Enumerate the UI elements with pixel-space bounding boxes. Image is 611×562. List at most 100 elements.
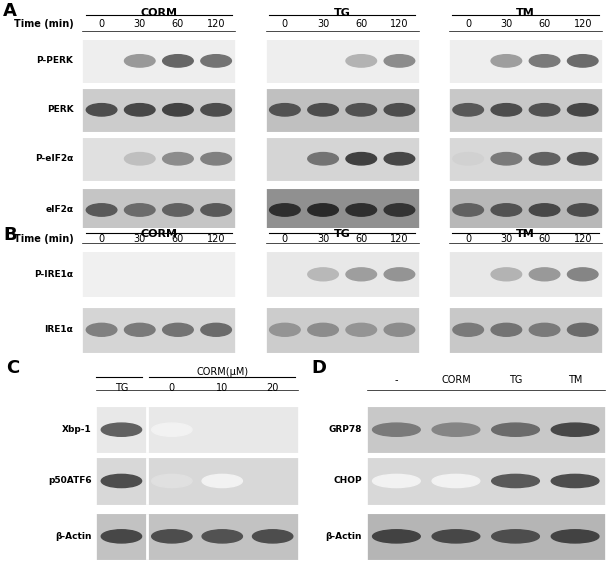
Ellipse shape [86,323,117,336]
Bar [367,457,605,505]
Text: 0: 0 [282,19,288,29]
Text: 60: 60 [538,234,551,244]
Text: CORM(μM): CORM(μM) [196,367,248,377]
Ellipse shape [453,323,483,336]
Text: β-Actin: β-Actin [55,532,92,541]
Ellipse shape [346,323,376,336]
Ellipse shape [551,423,599,436]
Text: TG: TG [334,229,351,239]
Bar [367,513,605,560]
Ellipse shape [86,204,117,216]
Ellipse shape [568,323,598,336]
Bar [82,88,235,132]
Text: 0: 0 [98,19,104,29]
Ellipse shape [201,103,232,116]
Text: A: A [3,2,17,20]
Ellipse shape [529,323,560,336]
Ellipse shape [453,204,483,216]
Ellipse shape [384,204,415,216]
Ellipse shape [202,474,243,488]
Bar [266,251,419,297]
Ellipse shape [269,204,300,216]
Text: 30: 30 [500,19,513,29]
Text: 20: 20 [266,383,279,392]
Ellipse shape [384,323,415,336]
Bar [82,137,235,181]
Text: 0: 0 [169,383,175,392]
Bar [449,188,602,232]
Ellipse shape [551,530,599,543]
Ellipse shape [529,204,560,216]
Bar [449,39,602,83]
Ellipse shape [384,152,415,165]
Ellipse shape [529,55,560,67]
Ellipse shape [384,268,415,281]
Text: Time (min): Time (min) [13,19,73,29]
Ellipse shape [163,323,193,336]
Text: TG: TG [509,375,522,386]
Ellipse shape [125,204,155,216]
Bar [82,39,235,83]
Ellipse shape [163,55,193,67]
Ellipse shape [125,103,155,116]
Text: 30: 30 [317,19,329,29]
Text: 120: 120 [207,234,225,244]
Ellipse shape [432,474,480,488]
Text: 60: 60 [355,19,367,29]
Ellipse shape [453,152,483,165]
Ellipse shape [163,152,193,165]
Text: D: D [312,359,327,377]
Text: 30: 30 [317,234,329,244]
Text: 120: 120 [574,234,592,244]
Text: 120: 120 [207,19,225,29]
Ellipse shape [491,323,522,336]
Bar [367,406,605,454]
Ellipse shape [308,103,338,116]
Ellipse shape [163,103,193,116]
Ellipse shape [492,530,540,543]
Text: TM: TM [516,229,535,239]
Ellipse shape [202,530,243,543]
Ellipse shape [529,152,560,165]
Ellipse shape [529,268,560,281]
Ellipse shape [491,268,522,281]
Ellipse shape [491,55,522,67]
Ellipse shape [568,152,598,165]
Ellipse shape [491,204,522,216]
Ellipse shape [492,423,540,436]
Bar [449,137,602,181]
Bar [82,251,235,297]
Bar [266,188,419,232]
Ellipse shape [201,204,232,216]
Text: TM: TM [568,375,582,386]
Ellipse shape [125,152,155,165]
Text: 60: 60 [172,234,184,244]
Text: 60: 60 [172,19,184,29]
Ellipse shape [86,103,117,116]
Ellipse shape [453,103,483,116]
Text: 10: 10 [216,383,229,392]
Text: CHOP: CHOP [334,477,362,486]
Text: P-PERK: P-PERK [37,56,73,65]
Text: 120: 120 [390,234,409,244]
Ellipse shape [201,323,232,336]
Ellipse shape [308,152,338,165]
Ellipse shape [308,268,338,281]
Text: CORM: CORM [141,229,177,239]
Ellipse shape [373,474,420,488]
Text: Time (min): Time (min) [13,234,73,244]
Bar [82,188,235,232]
Bar [266,137,419,181]
Text: 120: 120 [574,19,592,29]
Ellipse shape [269,103,300,116]
Text: p50ATF6: p50ATF6 [48,477,92,486]
Text: TM: TM [516,8,535,18]
Text: 0: 0 [282,234,288,244]
Ellipse shape [491,103,522,116]
Text: β-Actin: β-Actin [326,532,362,541]
Ellipse shape [551,474,599,488]
Bar [97,406,298,454]
Bar [97,513,298,560]
Ellipse shape [529,103,560,116]
Text: 60: 60 [538,19,551,29]
